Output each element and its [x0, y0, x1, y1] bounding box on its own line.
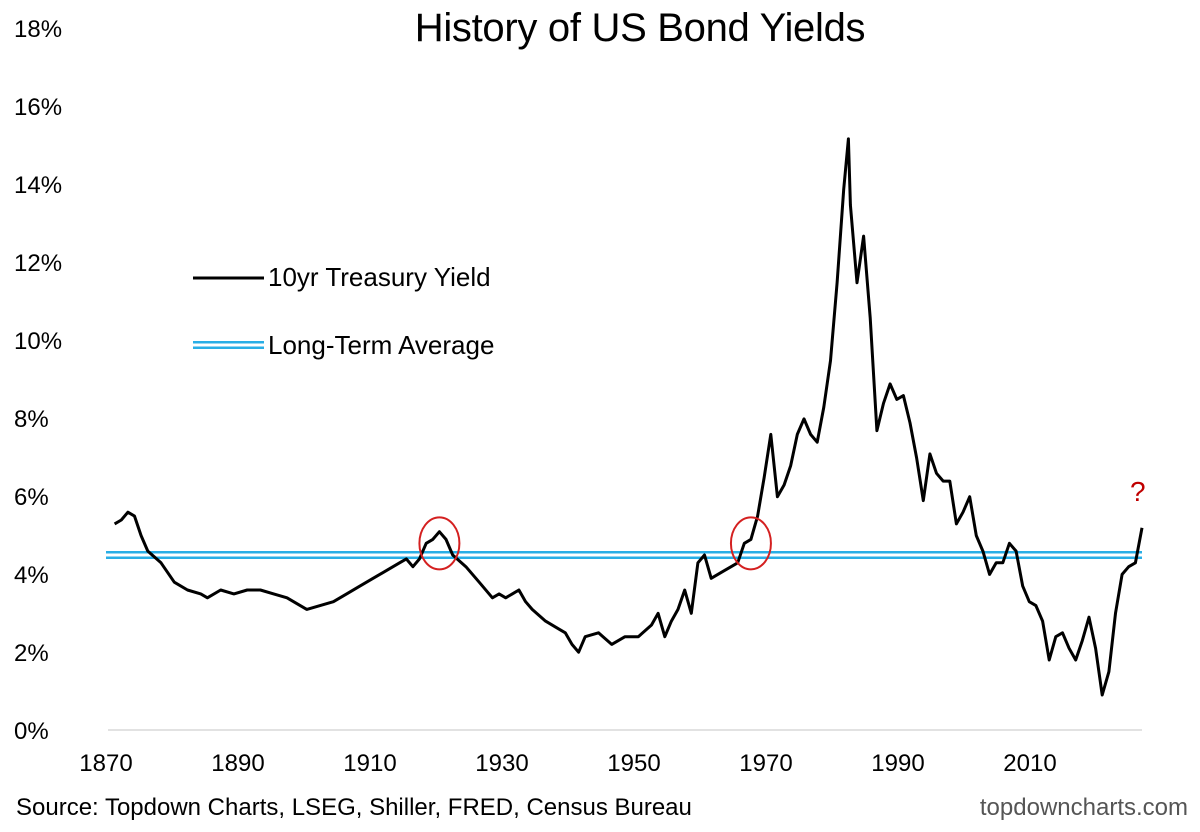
y-tick-label: 12%: [14, 250, 63, 277]
y-tick-label: 0%: [14, 718, 49, 745]
x-tick-label: 2010: [1003, 750, 1057, 777]
y-tick-label: 4%: [14, 562, 49, 589]
x-tick-label: 1930: [475, 750, 529, 777]
x-tick-label: 1870: [79, 750, 133, 777]
y-tick-label: 18%: [14, 16, 63, 43]
legend-label-yield: 10yr Treasury Yield: [268, 262, 491, 292]
y-tick-label: 6%: [14, 484, 49, 511]
x-tick-label: 1990: [871, 750, 925, 777]
highlight-circle: [729, 516, 772, 571]
legend-label-average: Long-Term Average: [268, 330, 495, 360]
y-tick-label: 16%: [14, 94, 63, 121]
y-tick-label: 14%: [14, 172, 63, 199]
x-tick-label: 1910: [343, 750, 397, 777]
question-mark-annotation: ?: [1130, 476, 1146, 507]
y-tick-label: 10%: [14, 328, 63, 355]
highlight-circle: [418, 516, 461, 571]
y-tick-label: 8%: [14, 406, 49, 433]
source-note: Source: Topdown Charts, LSEG, Shiller, F…: [16, 794, 692, 821]
treasury-yield-line: [113, 137, 1144, 697]
plot-area: [106, 137, 1144, 731]
chart-title: History of US Bond Yields: [414, 6, 866, 50]
x-tick-label: 1890: [211, 750, 265, 777]
x-tick-label: 1970: [739, 750, 793, 777]
website-credit: topdowncharts.com: [979, 794, 1188, 821]
y-tick-label: 2%: [14, 640, 49, 667]
x-tick-label: 1950: [607, 750, 661, 777]
